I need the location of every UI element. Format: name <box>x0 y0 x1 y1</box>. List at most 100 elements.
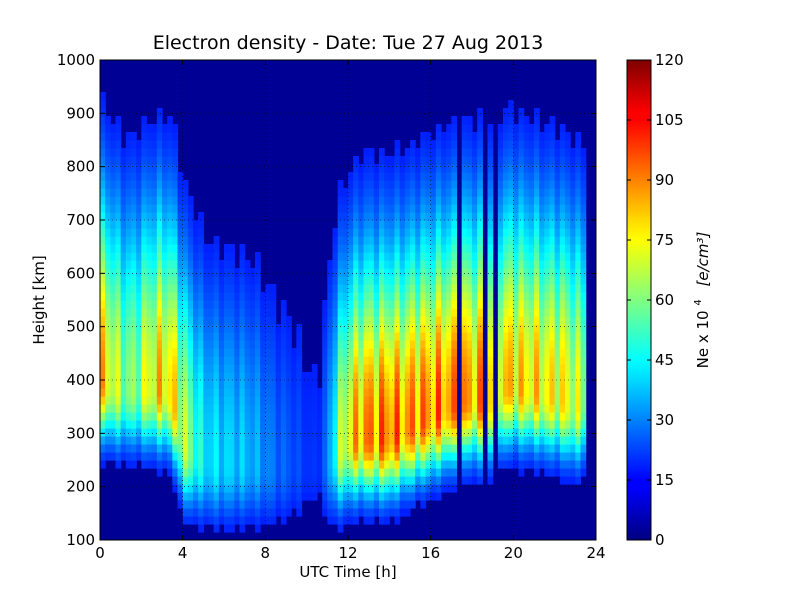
heatmap-cell <box>451 244 458 253</box>
heatmap-cell <box>136 196 142 205</box>
heatmap-cell <box>477 300 483 309</box>
heatmap-cell <box>534 380 540 389</box>
heatmap-cell <box>384 316 390 325</box>
heatmap-cell <box>110 436 117 445</box>
heatmap-cell <box>353 196 359 205</box>
heatmap-cell <box>363 492 370 501</box>
heatmap-cell <box>348 476 354 485</box>
heatmap-cell <box>549 388 556 397</box>
heatmap-cell <box>156 460 163 469</box>
heatmap-cell <box>218 348 225 357</box>
heatmap-cell <box>249 460 256 469</box>
heatmap-cell <box>379 252 385 261</box>
heatmap-cell <box>399 316 406 325</box>
heatmap-cell <box>373 332 380 341</box>
heatmap-cell <box>404 180 411 189</box>
heatmap-cell <box>559 324 566 333</box>
heatmap-cell <box>394 284 401 293</box>
heatmap-cell <box>208 388 215 397</box>
heatmap-cell <box>435 132 442 141</box>
heatmap-cell <box>213 372 220 381</box>
heatmap-cell <box>477 460 483 469</box>
heatmap-cell <box>120 380 127 389</box>
heatmap-cell <box>203 268 210 277</box>
heatmap-cell <box>472 164 478 173</box>
heatmap-cell <box>544 420 551 429</box>
heatmap-cell <box>141 460 148 469</box>
heatmap-cell <box>177 404 184 413</box>
heatmap-cell <box>559 276 566 285</box>
heatmap-cell <box>441 132 447 141</box>
heatmap-cell <box>115 124 122 133</box>
heatmap-cell <box>404 484 411 493</box>
heatmap-cell <box>363 500 370 509</box>
heatmap-cell <box>575 316 582 325</box>
heatmap-cell <box>503 140 509 149</box>
heatmap-cell <box>105 244 111 253</box>
heatmap-cell <box>218 396 225 405</box>
heatmap-cell <box>404 292 411 301</box>
heatmap-cell <box>570 268 576 277</box>
heatmap-cell <box>373 228 380 237</box>
heatmap-cell <box>348 252 354 261</box>
heatmap-cell <box>280 308 287 317</box>
heatmap-cell <box>182 508 189 517</box>
heatmap-cell <box>342 516 349 525</box>
heatmap-cell <box>131 260 137 269</box>
heatmap-cell <box>399 196 406 205</box>
heatmap-cell <box>322 388 328 397</box>
heatmap-cell <box>270 372 277 381</box>
heatmap-cell <box>332 444 339 453</box>
heatmap-cell <box>105 196 111 205</box>
heatmap-cell <box>523 172 530 181</box>
heatmap-cell <box>399 188 406 197</box>
heatmap-cell <box>565 332 571 341</box>
heatmap-cell <box>270 428 277 437</box>
heatmap-cell <box>410 476 416 485</box>
heatmap-cell <box>472 196 478 205</box>
heatmap-cell <box>218 412 225 421</box>
heatmap-cell <box>379 244 385 253</box>
heatmap-cell <box>244 324 251 333</box>
heatmap-cell <box>131 236 137 245</box>
heatmap-cell <box>224 460 230 469</box>
heatmap-cell <box>327 404 334 413</box>
heatmap-cell <box>146 228 153 237</box>
heatmap-cell <box>151 380 158 389</box>
heatmap-cell <box>518 236 525 245</box>
heatmap-cell <box>430 284 437 293</box>
heatmap-cell <box>327 356 334 365</box>
heatmap-cell <box>244 452 251 461</box>
heatmap-cell <box>100 228 106 237</box>
heatmap-cell <box>451 276 458 285</box>
heatmap-cell <box>534 180 540 189</box>
heatmap-cell <box>280 380 287 389</box>
heatmap-cell <box>487 236 494 245</box>
heatmap-cell <box>353 396 359 405</box>
heatmap-cell <box>280 356 287 365</box>
heatmap-cell <box>394 452 401 461</box>
heatmap-cell <box>249 404 256 413</box>
heatmap-cell <box>156 244 163 253</box>
heatmap-cell <box>213 516 220 525</box>
heatmap-cell <box>497 268 504 277</box>
heatmap-cell <box>296 420 303 429</box>
heatmap-cell <box>518 420 525 429</box>
heatmap-cell <box>565 292 571 301</box>
heatmap-cell <box>399 332 406 341</box>
heatmap-cell <box>554 164 561 173</box>
heatmap-cell <box>239 284 246 293</box>
heatmap-cell <box>224 356 230 365</box>
heatmap-cell <box>193 228 199 237</box>
heatmap-cell <box>306 476 313 485</box>
heatmap-cell <box>280 340 287 349</box>
heatmap-cell <box>203 460 210 469</box>
heatmap-cell <box>172 188 179 197</box>
heatmap-cell <box>446 204 452 213</box>
heatmap-cell <box>379 468 385 477</box>
heatmap-cell <box>477 348 483 357</box>
heatmap-cell <box>182 404 189 413</box>
heatmap-cell <box>549 316 556 325</box>
heatmap-cell <box>420 372 427 381</box>
heatmap-cell <box>435 204 442 213</box>
